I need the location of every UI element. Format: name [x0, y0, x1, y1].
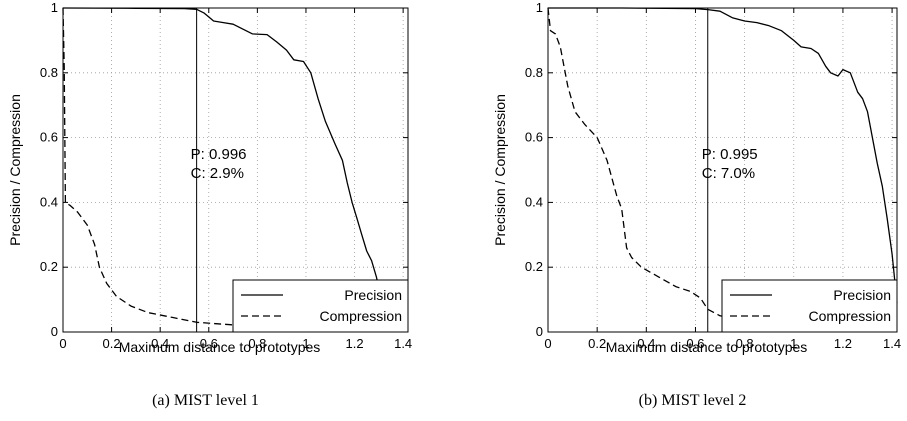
x-axis-label: Maximum distance to prototypes: [119, 339, 321, 355]
y-tick-label: 0.4: [40, 194, 58, 209]
chart-panel-2: 0 0.2 0.4 0.6 0.8 1 1.2 1.4 0 0.2 0.4 0.6 0.8 1 P: 0.9…: [492, 0, 901, 409]
annotation-compression: C: 7.0%: [702, 165, 755, 182]
y-tick-label: 0: [51, 324, 58, 339]
legend-label-precision: Precision: [344, 287, 402, 303]
y-tick-label: 0.8: [40, 65, 58, 80]
figure-caption: (a) MIST level 1: [152, 392, 259, 409]
x-tick-label: 0.2: [588, 336, 606, 351]
legend-label-precision: Precision: [833, 287, 891, 303]
y-tick-label: 1: [536, 0, 543, 15]
series-precision-line: [62, 7, 408, 301]
plot-frame: [547, 7, 898, 333]
x-tick-label: 1: [302, 336, 309, 351]
figure-caption: (b) MIST level 2: [639, 392, 747, 409]
y-tick-label: 0.2: [525, 259, 543, 274]
x-tick-label: 1.4: [883, 336, 901, 351]
y-axis-label: Precision / Compression: [7, 94, 23, 246]
x-tick-label: 1.4: [394, 336, 412, 351]
y-tick-label: 0: [536, 324, 543, 339]
legend-box: [232, 279, 409, 333]
legend-label-compression: Compression: [320, 308, 402, 324]
x-tick-label: 0.4: [637, 336, 655, 351]
y-tick-label: 1: [51, 0, 58, 15]
legend-label-compression: Compression: [809, 308, 891, 324]
x-tick-label: 0.6: [200, 336, 218, 351]
y-tick-label: 0.2: [40, 259, 58, 274]
x-tick-label: 1.2: [834, 336, 852, 351]
x-axis-label: Maximum distance to prototypes: [606, 339, 808, 355]
x-tick-label: 0.6: [686, 336, 704, 351]
chart-panel-1: 0 0.2 0.4 0.6 0.8 1 1.2 1.4 0 0.2 0.4 0.6 0.8 1 P: 0.9…: [7, 0, 412, 409]
x-tick-label: 0: [544, 336, 551, 351]
y-tick-label: 0.6: [40, 130, 58, 145]
plot-frame: [62, 7, 409, 333]
series-precision-line: [548, 7, 898, 303]
x-tick-label: 1: [790, 336, 797, 351]
y-tick-label: 0.6: [525, 130, 543, 145]
x-tick-label: 0.8: [248, 336, 266, 351]
y-tick-label: 0.8: [525, 65, 543, 80]
x-tick-label: 0: [59, 336, 66, 351]
y-axis-label: Precision / Compression: [492, 94, 508, 246]
x-tick-label: 0.4: [151, 336, 169, 351]
x-tick-label: 0.2: [103, 336, 121, 351]
annotation-precision: P: 0.995: [702, 146, 758, 163]
x-tick-label: 0.8: [736, 336, 754, 351]
y-tick-label: 0.4: [525, 194, 543, 209]
legend-box: [721, 279, 898, 333]
annotation-precision: P: 0.996: [191, 146, 247, 163]
annotation-compression: C: 2.9%: [191, 165, 244, 182]
x-tick-label: 1.2: [346, 336, 364, 351]
